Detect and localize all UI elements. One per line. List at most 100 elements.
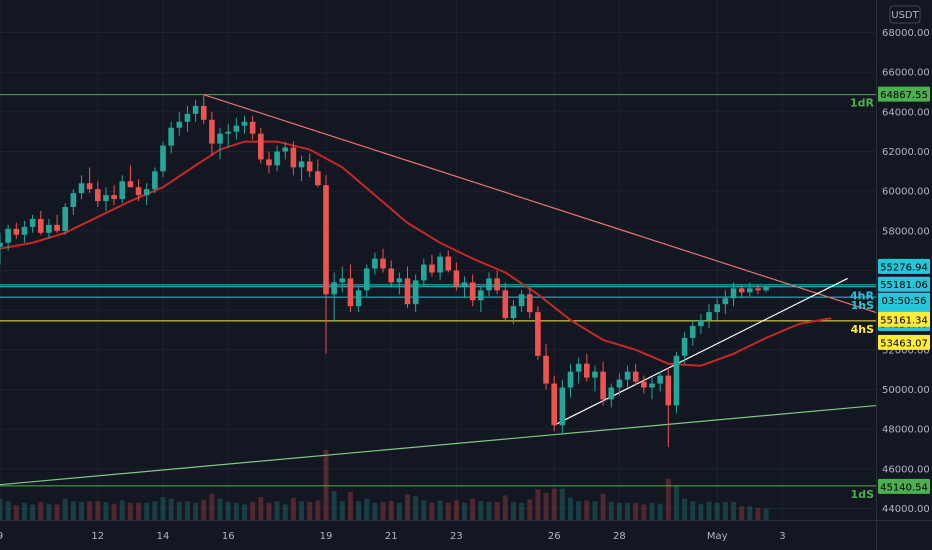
trendline[interactable] bbox=[0, 388, 932, 486]
candle-body bbox=[111, 195, 117, 200]
volume-bar bbox=[184, 501, 190, 520]
candle-body bbox=[152, 171, 158, 190]
volume-bar bbox=[347, 492, 353, 520]
candle-body bbox=[592, 371, 598, 378]
candle-body bbox=[241, 121, 248, 126]
trendline[interactable] bbox=[203, 94, 897, 319]
currency-badge[interactable] bbox=[889, 5, 921, 24]
countdown-label: 03:50:56 bbox=[882, 296, 927, 307]
candle bbox=[730, 282, 737, 307]
volume-bar bbox=[193, 502, 199, 520]
candle-body bbox=[78, 183, 85, 194]
price-tag-bg bbox=[878, 258, 930, 274]
candle-body bbox=[575, 363, 582, 372]
volume-bar bbox=[258, 497, 264, 520]
candle bbox=[54, 214, 60, 233]
candle bbox=[355, 286, 362, 313]
y-tick-label: 50000.00 bbox=[882, 385, 930, 396]
level-label-1dR: 1dR bbox=[850, 97, 875, 110]
volume-bar bbox=[494, 502, 500, 520]
candle bbox=[111, 185, 117, 206]
candle bbox=[176, 111, 183, 136]
volume-bar bbox=[445, 502, 451, 520]
volume-bar bbox=[5, 501, 11, 520]
volume-bar bbox=[356, 501, 362, 520]
candle bbox=[714, 298, 720, 321]
candle bbox=[649, 377, 655, 400]
candle-body bbox=[469, 282, 476, 301]
volume-bar bbox=[250, 502, 256, 520]
candle bbox=[160, 141, 166, 178]
volume-bar bbox=[364, 498, 370, 520]
candle-body bbox=[559, 387, 566, 426]
volume-bar bbox=[739, 506, 745, 520]
candle bbox=[673, 351, 680, 414]
candle bbox=[192, 99, 199, 122]
candle-body bbox=[258, 133, 264, 160]
candle bbox=[445, 250, 452, 273]
candle-body bbox=[372, 258, 378, 269]
volume-bar bbox=[266, 502, 272, 520]
candle bbox=[755, 284, 761, 295]
candle bbox=[119, 175, 126, 204]
candle bbox=[323, 175, 329, 354]
volume-bar bbox=[299, 501, 305, 520]
volume-bar bbox=[119, 500, 125, 520]
candle-body bbox=[706, 312, 712, 321]
volume-bar bbox=[282, 504, 288, 520]
candle-body bbox=[200, 105, 207, 120]
candle-body bbox=[649, 383, 655, 388]
candle-body bbox=[673, 355, 680, 406]
plot-area[interactable] bbox=[0, 0, 932, 520]
volume-bar bbox=[641, 504, 647, 520]
candle bbox=[78, 175, 85, 200]
candle bbox=[592, 365, 598, 392]
volume-bar bbox=[95, 501, 101, 520]
candle-body bbox=[567, 371, 574, 388]
candle bbox=[437, 252, 443, 281]
volume-bar bbox=[559, 488, 565, 520]
candle bbox=[551, 375, 557, 432]
candle-body bbox=[755, 288, 761, 291]
candle-body bbox=[339, 278, 346, 283]
y-tick-label: 48000.00 bbox=[882, 425, 930, 436]
candle bbox=[331, 272, 337, 323]
candle bbox=[461, 276, 468, 299]
candle-body bbox=[282, 147, 289, 152]
volume-bar bbox=[584, 500, 590, 520]
candle-body bbox=[429, 264, 435, 273]
candle-body bbox=[363, 268, 370, 291]
candle-body bbox=[600, 371, 606, 400]
volume-bar bbox=[714, 502, 720, 520]
candle bbox=[152, 167, 158, 194]
candle-body bbox=[518, 294, 525, 307]
candle bbox=[258, 127, 264, 164]
y-tick-label: 62000.00 bbox=[882, 147, 930, 158]
candle-body bbox=[502, 290, 509, 319]
candle-body bbox=[388, 268, 394, 283]
candle-body bbox=[608, 387, 615, 400]
candle-body bbox=[461, 282, 468, 287]
candle-body bbox=[29, 218, 36, 227]
candle bbox=[21, 220, 28, 243]
volume-bar bbox=[519, 502, 525, 520]
volume-bar bbox=[290, 497, 296, 520]
volume-bar bbox=[600, 493, 606, 520]
candle bbox=[209, 111, 215, 156]
volume-bar bbox=[70, 501, 76, 520]
x-tick-label: May bbox=[707, 531, 728, 542]
candle-body bbox=[127, 181, 134, 188]
candle bbox=[429, 254, 435, 277]
candle bbox=[339, 266, 346, 293]
candle-body bbox=[616, 379, 623, 388]
candle bbox=[274, 145, 280, 172]
price-tag-bg bbox=[878, 86, 930, 102]
candle bbox=[217, 127, 223, 160]
candle bbox=[747, 282, 753, 297]
candle bbox=[380, 248, 386, 273]
volume-bar bbox=[331, 491, 337, 520]
candle-body bbox=[331, 282, 337, 295]
y-tick-label: 66000.00 bbox=[882, 68, 930, 79]
level-label-4hS: 4hS bbox=[851, 323, 874, 336]
